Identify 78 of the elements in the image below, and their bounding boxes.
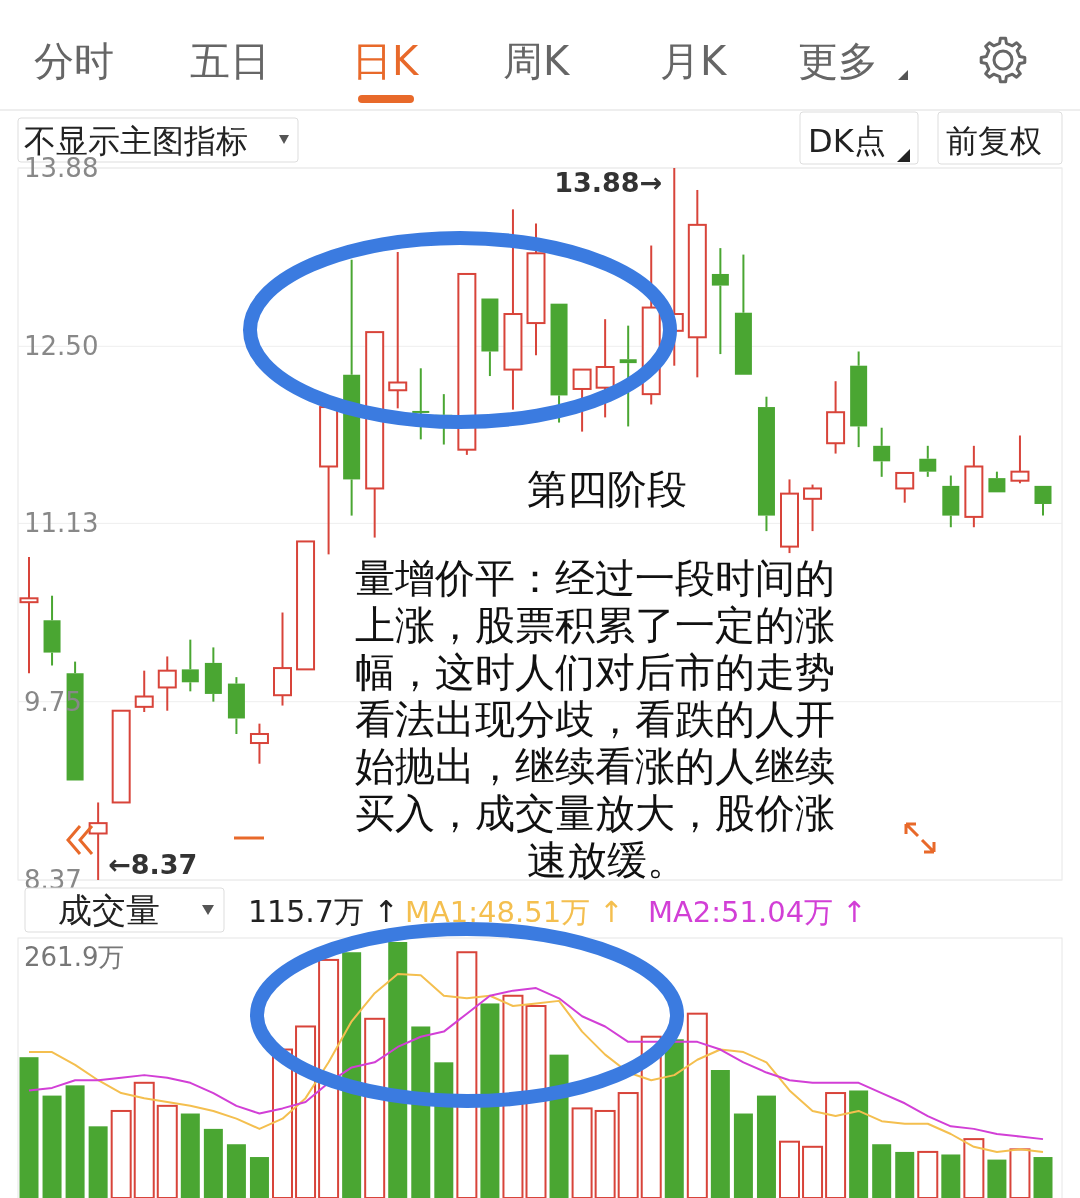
bar	[895, 1151, 915, 1198]
bar	[434, 1062, 454, 1198]
bar	[249, 1157, 269, 1198]
text: 更多	[798, 38, 878, 84]
text: 月K	[660, 38, 728, 84]
bar	[686, 1012, 708, 1198]
bar	[480, 1003, 500, 1198]
bar	[388, 942, 408, 1198]
text: 分时	[34, 38, 114, 84]
bar	[849, 1090, 869, 1198]
candlestick	[687, 188, 707, 379]
bar	[456, 951, 478, 1198]
bar	[664, 1039, 684, 1198]
bar	[133, 1081, 155, 1198]
candlestick	[157, 655, 177, 712]
bar	[617, 1092, 639, 1198]
candlestick	[19, 555, 39, 675]
bar	[779, 1140, 800, 1198]
text: DK点	[808, 122, 886, 160]
candlestick	[227, 676, 245, 735]
bar	[756, 1095, 776, 1198]
bar	[1009, 1148, 1031, 1198]
candlestick	[88, 801, 108, 881]
bar	[1033, 1157, 1053, 1198]
candlestick	[43, 594, 61, 667]
bar	[594, 1109, 616, 1198]
y-tick-label: 11.13	[24, 508, 99, 539]
bar	[226, 1144, 246, 1198]
text: 日K	[352, 38, 420, 84]
candlestick	[388, 250, 408, 410]
bar	[110, 1109, 132, 1198]
annotation: 第四阶段	[527, 466, 687, 512]
annotation: 13.88→	[554, 167, 663, 198]
bar	[19, 1057, 39, 1198]
candlestick	[873, 426, 891, 478]
annotation: 量增价平：经过一段时间的上涨，股票积累了一定的涨幅，这时人们对后市的走势看法出现分歧，看跌的人开始抛出，继续看涨的人继续买入，成交量放大，股价涨速放缓。	[355, 555, 835, 883]
bar	[42, 1095, 62, 1198]
bar	[963, 1138, 985, 1198]
candlestick	[181, 638, 199, 693]
bar	[502, 994, 524, 1198]
bar	[710, 1070, 730, 1198]
bar	[203, 1128, 223, 1198]
text: 周K	[503, 38, 571, 84]
bar	[342, 952, 362, 1198]
candlestick	[273, 611, 292, 707]
bar	[825, 1092, 847, 1198]
candlestick	[826, 380, 846, 455]
bar	[917, 1150, 939, 1198]
candlestick	[711, 247, 729, 356]
text: 前复权	[946, 122, 1042, 160]
bar	[733, 1113, 753, 1198]
y-tick-label: 12.50	[24, 331, 99, 362]
text: 115.7万 ↑	[248, 894, 399, 929]
annotation: ←8.37	[108, 849, 198, 880]
text: MA2:51.04万 ↑	[648, 895, 867, 929]
bar	[525, 1005, 547, 1198]
bar	[941, 1154, 961, 1198]
bar	[156, 1104, 178, 1198]
bar	[802, 1145, 824, 1198]
bar	[318, 958, 340, 1198]
series-label: MA1:48.51万 ↑	[405, 895, 624, 929]
candlestick	[919, 444, 937, 478]
candlestick	[850, 350, 868, 449]
bar	[987, 1159, 1007, 1198]
bar	[872, 1144, 892, 1198]
annotation: 261.9万	[24, 942, 125, 972]
bar	[180, 1113, 200, 1198]
text: 五日	[190, 38, 270, 84]
candlestick	[204, 646, 222, 703]
bar	[571, 1107, 593, 1198]
bar	[364, 1017, 386, 1198]
bar	[65, 1085, 85, 1198]
candlestick	[942, 474, 960, 529]
bar	[88, 1126, 108, 1198]
candlestick	[503, 208, 523, 411]
candlestick	[757, 395, 775, 533]
text: 成交量	[58, 890, 160, 930]
bar	[411, 1026, 431, 1198]
